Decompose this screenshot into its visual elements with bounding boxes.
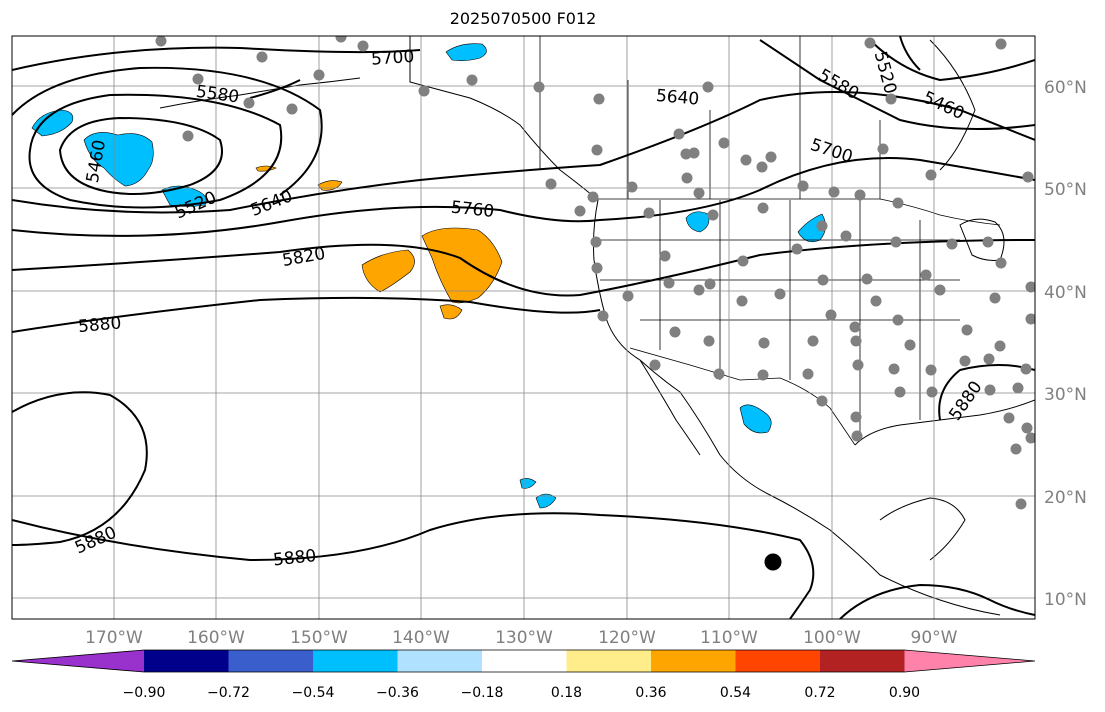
political-borders [539, 36, 1001, 446]
lat-tick-label: 60°N [1044, 78, 1087, 98]
west-coast [593, 199, 1001, 616]
lon-tick-label: 150°W [290, 628, 348, 648]
contour-5580 [249, 79, 301, 99]
positive-anomaly-main [421, 227, 503, 304]
contour-low-mid [28, 93, 283, 209]
positive-anomaly-south [439, 304, 463, 320]
lon-tick-label: 160°W [187, 628, 245, 648]
lat-tick-label: 20°N [1044, 488, 1087, 508]
colorbar-tick-label: −0.90 [123, 685, 166, 701]
colorbar-segment [228, 650, 313, 672]
colorbar-segment [820, 650, 905, 672]
contour-5820 [12, 239, 1035, 297]
contour-5520-ne [899, 36, 921, 71]
colorbar-tick-label: −0.18 [461, 685, 504, 701]
lat-tick-label: 10°N [1044, 590, 1087, 610]
lon-tick-label: 110°W [700, 628, 758, 648]
negative-anomaly-mexico [739, 404, 772, 434]
map-title: 2025070500 F012 [449, 9, 597, 28]
anomaly-fills [31, 43, 826, 509]
contour-label: 5640 [655, 86, 700, 110]
contour-5880-north [12, 296, 601, 333]
alaska-coastline [409, 36, 599, 201]
negative-anomaly-w-aleutian [31, 109, 74, 137]
colorbar-segment [651, 650, 736, 672]
latitude-labels: 60°N 50°N 40°N 30°N 20°N 10°N [1044, 78, 1087, 610]
storm-marker [763, 552, 783, 572]
lat-tick-label: 30°N [1044, 385, 1087, 405]
colorbar-segment [566, 650, 651, 672]
colorbar-outline [11, 649, 1036, 673]
lon-tick-label: 120°W [598, 628, 656, 648]
colorbar-tick-label: 0.54 [720, 685, 751, 701]
contour-5640 [12, 91, 1035, 214]
height-contours [12, 36, 1035, 619]
map-frame [11, 35, 1036, 620]
lon-tick-label: 100°W [803, 628, 861, 648]
colorbar-tick-label: −0.54 [292, 685, 335, 701]
contour-5880-loop [12, 391, 148, 546]
contour-5580-ne [759, 39, 1035, 130]
lon-tick-label: 130°W [495, 628, 553, 648]
gridlines [12, 36, 1035, 619]
contour-label: 5880 [272, 546, 317, 570]
hudson-bay [929, 39, 976, 171]
colorbar-tick-label: −0.72 [207, 685, 250, 701]
station-markers [155, 36, 1035, 510]
lat-tick-label: 40°N [1044, 283, 1087, 303]
colorbar-segment [144, 650, 229, 672]
contour-label: 5760 [450, 198, 495, 222]
colorbar-tick-label: −0.36 [376, 685, 419, 701]
colorbar-tick-label: 0.72 [804, 685, 835, 701]
colorbar-extend-high [904, 650, 1035, 672]
colorbar-segment [313, 650, 398, 672]
colorbar-extend-low [12, 650, 144, 672]
baja-california [639, 359, 701, 456]
negative-anomaly-s-aleutian [161, 185, 207, 207]
lon-tick-label: 170°W [85, 628, 143, 648]
negative-anomaly-nw-conus [685, 211, 710, 233]
lon-tick-label: 90°W [911, 628, 958, 648]
contour-5700 [12, 46, 421, 71]
negative-anomaly-gulf-alaska [445, 43, 487, 61]
longitude-labels: 170°W 160°W 150°W 140°W 130°W 120°W 110°… [85, 628, 958, 648]
negative-anomaly-aleutian [83, 132, 154, 187]
colorbar-segment [482, 650, 567, 672]
map-area: 5700 5580 5640 5460 5520 5640 5760 5820 … [12, 36, 1035, 619]
colorbar-tick-label: 0.90 [889, 685, 920, 701]
colorbar-tick-label: 0.18 [551, 685, 582, 701]
contour-label: 5700 [370, 47, 415, 70]
colorbar-segment [735, 650, 820, 672]
yucatan [879, 497, 966, 561]
us-mexico-border [629, 347, 856, 446]
lat-tick-label: 50°N [1044, 180, 1087, 200]
contour-label: 5880 [77, 313, 122, 337]
colorbar-tick-label: 0.36 [635, 685, 666, 701]
contour-5880-south [12, 512, 815, 619]
lon-tick-label: 140°W [392, 628, 450, 648]
contour-5460-ne [869, 39, 1035, 82]
contour-low-outer [12, 66, 323, 196]
contour-sw-corner [839, 583, 1035, 619]
negative-anomaly-pacific-b [535, 493, 557, 509]
contour-5760 [12, 157, 1035, 237]
aleutian-chain [159, 77, 361, 109]
positive-anomaly-west [361, 249, 415, 293]
colorbar: −0.90 −0.72 −0.54 −0.36 −0.18 0.18 0.36 … [11, 649, 1036, 701]
contour-low-inner [58, 116, 223, 195]
us-canada-border [598, 198, 1001, 226]
contour-5880-east [938, 364, 1035, 421]
colorbar-segment [397, 650, 482, 672]
